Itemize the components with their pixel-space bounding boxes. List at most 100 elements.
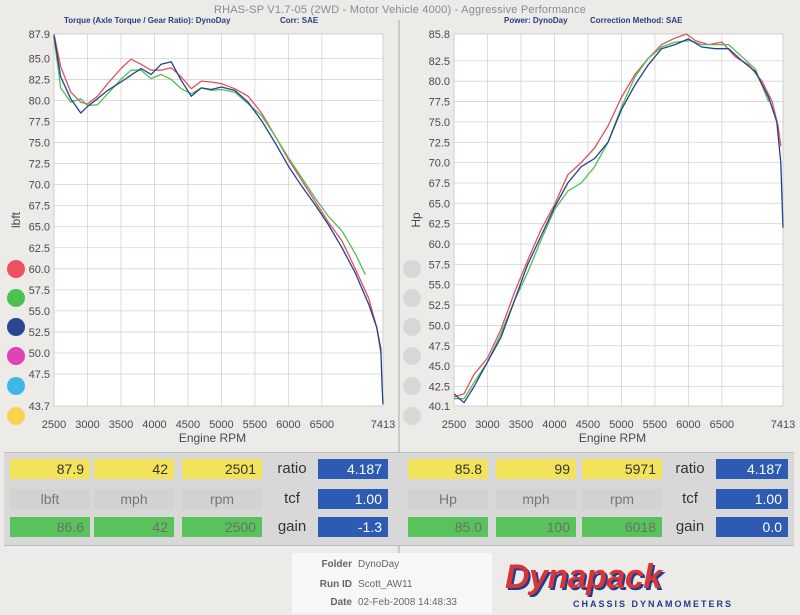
y-tick-label: 50.0 xyxy=(29,348,50,360)
x-tick-label: 6000 xyxy=(276,419,300,431)
peak-torque-value: 87.9 xyxy=(10,459,90,479)
y-tick-label: 52.5 xyxy=(29,327,50,339)
x-tick-label: 7413 xyxy=(771,419,795,431)
y-tick-label: 55.0 xyxy=(29,306,50,318)
run2-power-value: 85.0 xyxy=(408,517,488,537)
folder-label: Folder xyxy=(321,559,352,570)
x-tick-label: 6000 xyxy=(676,419,700,431)
y-tick-label: 87.9 xyxy=(29,29,50,41)
run2-power-mph: 100 xyxy=(496,517,576,537)
torque-chart-correction: Corr: SAE xyxy=(280,16,319,25)
runid-value: Scott_AW11 xyxy=(358,579,413,590)
run2-torque-rpm: 2500 xyxy=(182,517,262,537)
y-tick-label: 82.5 xyxy=(429,56,450,68)
gain-label: gain xyxy=(277,518,307,535)
y-tick-label: 62.5 xyxy=(29,243,50,255)
x-tick-label: 5500 xyxy=(243,419,267,431)
legend-dot-red xyxy=(7,260,25,278)
y-tick-label: 85.8 xyxy=(429,29,450,41)
y-tick-label: 65.0 xyxy=(429,198,450,210)
series-line-2 xyxy=(53,37,366,275)
run-info: Folder DynoDay Run ID Scott_AW11 Date 02… xyxy=(292,553,492,613)
x-tick-label: 4000 xyxy=(542,419,566,431)
series-line-1 xyxy=(53,33,382,354)
peak-power-value: 85.8 xyxy=(408,459,488,479)
x-tick-label: 6500 xyxy=(310,419,334,431)
x-tick-label: 3000 xyxy=(475,419,499,431)
x-tick-label: 5500 xyxy=(643,419,667,431)
y-tick-label: 70.0 xyxy=(29,180,50,192)
y-tick-label: 50.0 xyxy=(429,320,450,332)
y-tick-label: 67.5 xyxy=(429,178,450,190)
power-chart-subtitle: Power: DynoDay xyxy=(504,16,568,25)
series-line-3 xyxy=(53,35,384,405)
torque-chart-subtitle: Torque (Axle Torque / Gear Ratio): DynoD… xyxy=(64,16,231,25)
y-tick-label: 85.0 xyxy=(29,53,50,65)
y-axis-label: lbft xyxy=(9,211,23,228)
unit-lbft: lbft xyxy=(10,489,90,509)
legend-dot-empty xyxy=(403,347,421,365)
gain-value: 0.0 xyxy=(716,517,788,537)
gain-value: -1.3 xyxy=(318,517,388,537)
legend-dot-empty xyxy=(403,260,421,278)
y-tick-label: 75.0 xyxy=(429,117,450,129)
peak-power-mph: 99 xyxy=(496,459,576,479)
legend-dot-blue xyxy=(7,318,25,336)
logo-wordmark: Dynapack xyxy=(505,558,662,596)
runid-label: Run ID xyxy=(319,579,352,590)
tcf-label: tcf xyxy=(682,490,698,507)
x-tick-label: 3500 xyxy=(509,419,533,431)
x-tick-label: 2500 xyxy=(442,419,466,431)
x-tick-label: 4500 xyxy=(176,419,200,431)
y-tick-label: 55.0 xyxy=(429,280,450,292)
date-value: 02-Feb-2008 14:48:33 xyxy=(358,597,457,608)
series-line-3 xyxy=(453,38,784,404)
run2-power-rpm: 6018 xyxy=(582,517,662,537)
plot-area xyxy=(453,33,784,407)
y-tick-label: 70.0 xyxy=(429,158,450,170)
y-tick-label: 80.0 xyxy=(29,95,50,107)
x-tick-label: 3500 xyxy=(109,419,133,431)
legend-dot-empty xyxy=(403,377,421,395)
y-tick-label: 72.5 xyxy=(429,137,450,149)
legend-dot-green xyxy=(7,289,25,307)
run2-torque-value: 86.6 xyxy=(10,517,90,537)
y-tick-label: 52.5 xyxy=(429,300,450,312)
tcf-value: 1.00 xyxy=(318,489,388,509)
ratio-value: 4.187 xyxy=(318,459,388,479)
x-tick-label: 5000 xyxy=(209,419,233,431)
legend-dot-magenta xyxy=(7,347,25,365)
gain-label: gain xyxy=(675,518,705,535)
x-tick-label: 2500 xyxy=(42,419,66,431)
unit-rpm: rpm xyxy=(182,489,262,509)
y-tick-label: 45.0 xyxy=(429,361,450,373)
folder-row: Folder DynoDay xyxy=(292,559,492,577)
paper-fold xyxy=(398,20,400,580)
ratio-value: 4.187 xyxy=(716,459,788,479)
date-label: Date xyxy=(330,597,352,608)
ratio-label: ratio xyxy=(675,460,705,477)
y-tick-label: 77.5 xyxy=(429,97,450,109)
legend-dot-empty xyxy=(403,407,421,425)
legend-dot-empty xyxy=(403,289,421,307)
date-row: Date 02-Feb-2008 14:48:33 xyxy=(292,597,492,615)
peak-power-rpm: 5971 xyxy=(582,459,662,479)
x-tick-label: 3000 xyxy=(75,419,99,431)
y-tick-label: 67.5 xyxy=(29,201,50,213)
y-tick-label: 42.5 xyxy=(429,381,450,393)
y-tick-label: 80.0 xyxy=(429,76,450,88)
ratio-label: ratio xyxy=(277,460,307,477)
legend-dot-empty xyxy=(403,318,421,336)
runid-row: Run ID Scott_AW11 xyxy=(292,579,492,597)
x-tick-label: 6500 xyxy=(710,419,734,431)
peak-torque-rpm: 2501 xyxy=(182,459,262,479)
folder-value: DynoDay xyxy=(358,559,400,570)
y-tick-label: 43.7 xyxy=(29,401,50,413)
report-title: RHAS-SP V1.7-05 (2WD - Motor Vehicle 400… xyxy=(213,4,587,16)
x-tick-label: 4500 xyxy=(576,419,600,431)
y-tick-label: 75.0 xyxy=(29,138,50,150)
x-tick-label: 5000 xyxy=(609,419,633,431)
unit-mph: mph xyxy=(496,489,576,509)
torque-chart: 87.9 85.0 82.5 80.0 77.5 75.0 72.5 70.0 67.5 65.0… xyxy=(9,29,395,445)
